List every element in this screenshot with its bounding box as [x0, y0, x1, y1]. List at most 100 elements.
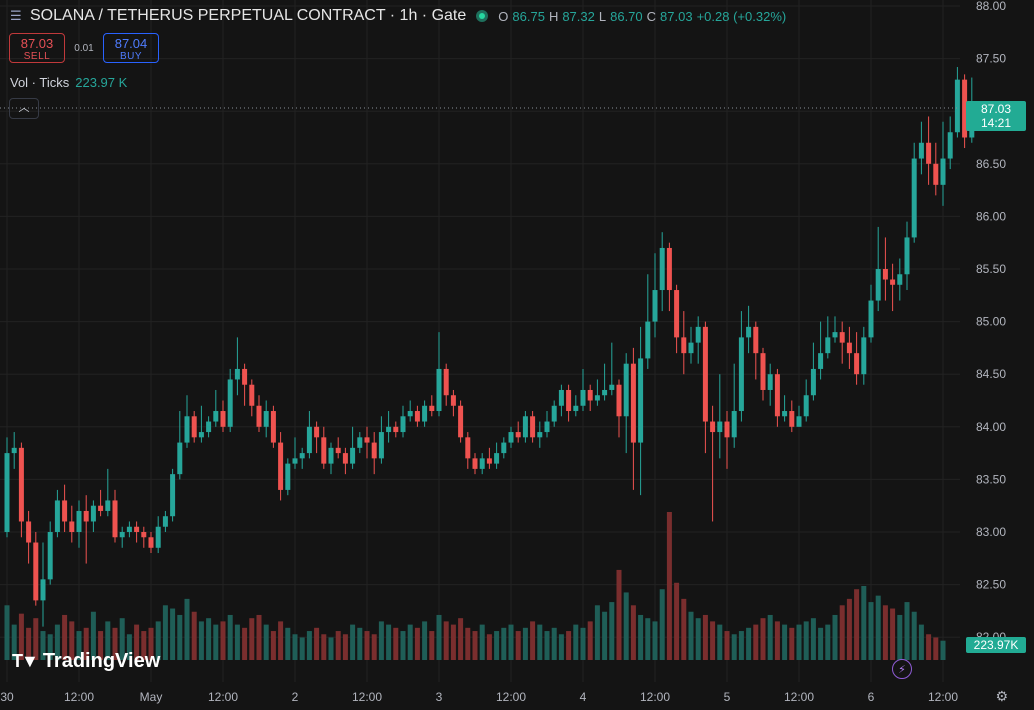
candle	[314, 421, 320, 454]
open-label: O	[498, 8, 509, 24]
volume-bar	[882, 605, 888, 660]
volume-bar	[162, 605, 168, 660]
volume-bar	[270, 631, 276, 660]
volume-bar	[4, 605, 10, 660]
volume-bar	[422, 621, 428, 660]
tradingview-logo[interactable]: T▼ TradingView	[12, 650, 160, 673]
volume-bar	[890, 608, 896, 660]
buy-button[interactable]: 87.04 BUY	[103, 33, 159, 63]
candle	[357, 432, 363, 454]
volume-bar	[472, 631, 478, 660]
volume-bar	[479, 624, 485, 660]
volume-bar	[458, 618, 464, 660]
candle	[306, 411, 312, 459]
volume-bar	[47, 634, 53, 660]
price-tick-label: 86.50	[976, 157, 1006, 171]
volume-bar	[580, 627, 586, 660]
volume-bar	[191, 611, 197, 660]
volume-bar	[407, 624, 413, 660]
candle	[177, 411, 183, 480]
candle	[566, 384, 572, 422]
candle	[954, 67, 960, 138]
candle	[112, 489, 118, 543]
candles	[4, 67, 975, 627]
high-label: H	[548, 8, 559, 24]
spread-value: 0.01	[74, 42, 94, 54]
volume-bar	[594, 605, 600, 660]
candle	[386, 411, 392, 443]
time-axis[interactable]: 30 12:00 May 12:00 2 12:00 3 12:00 4 12:00 5 12:00 6…	[0, 690, 958, 704]
volume-bar	[177, 614, 183, 660]
candle	[717, 374, 723, 459]
candle	[249, 379, 255, 417]
collapse-legend-button[interactable]: ︿	[9, 98, 39, 119]
volume-bar	[717, 624, 723, 660]
candle	[414, 405, 420, 427]
candle	[616, 379, 622, 438]
sell-button[interactable]: 87.03 SELL	[9, 33, 65, 63]
chart-header: ☰ SOLANA / TETHERUS PERPETUAL CONTRACT ·…	[10, 7, 786, 25]
candle	[537, 421, 543, 448]
logo-text: TradingView	[42, 650, 161, 672]
candle	[321, 426, 327, 469]
volume-bar	[688, 611, 694, 660]
candle	[926, 116, 932, 185]
candle	[342, 447, 348, 475]
volume-bar	[371, 634, 377, 660]
candle	[450, 389, 456, 417]
candle	[681, 311, 687, 375]
candle	[774, 368, 780, 427]
candle	[407, 400, 413, 422]
price-tick-label: 84.50	[976, 367, 1006, 381]
volume-bar	[875, 595, 881, 660]
volume-legend[interactable]: Vol · Ticks 223.97 K	[10, 75, 127, 90]
candle	[702, 321, 708, 454]
volume-bar	[566, 631, 572, 660]
symbol-menu-icon[interactable]: ☰	[10, 8, 22, 23]
candle	[551, 400, 557, 427]
candle	[645, 274, 651, 369]
volume-bar	[105, 621, 111, 660]
volume-bar	[832, 614, 838, 660]
candle	[4, 437, 10, 538]
candle	[796, 405, 802, 427]
volume-bar	[126, 634, 132, 660]
candle	[198, 405, 204, 443]
volume-bars	[4, 512, 946, 660]
volume-bar	[652, 621, 658, 660]
candle	[659, 232, 665, 312]
change-value: +0.28 (+0.32%)	[696, 8, 787, 24]
candle	[443, 363, 449, 406]
symbol-title[interactable]: SOLANA / TETHERUS PERPETUAL CONTRACT · 1…	[30, 7, 467, 24]
sell-label: SELL	[23, 51, 51, 62]
candle	[155, 516, 161, 554]
candle	[710, 405, 716, 522]
volume-bar	[242, 627, 248, 660]
time-tick-label: 3	[436, 690, 443, 704]
volume-bar	[638, 614, 644, 660]
lightning-icon[interactable]: ⚡	[892, 659, 912, 679]
candle	[242, 363, 248, 406]
volume-bar	[659, 589, 665, 660]
candle	[350, 426, 356, 469]
candle	[393, 421, 399, 438]
candle	[818, 321, 824, 380]
market-status-icon[interactable]	[476, 10, 489, 22]
volume-bar	[278, 621, 284, 660]
candle	[494, 442, 500, 469]
price-tick-label: 88.00	[976, 0, 1006, 13]
volume-bar	[645, 618, 651, 660]
candle	[33, 532, 39, 606]
volume-bar	[868, 602, 874, 660]
candle	[62, 484, 68, 532]
volume-bar	[220, 621, 226, 660]
candle	[479, 453, 485, 475]
time-tick-label: 12:00	[64, 690, 94, 704]
volume-bar	[702, 614, 708, 660]
volume-bar	[544, 631, 550, 660]
gear-icon[interactable]: ⚙	[995, 688, 1008, 704]
volume-bar	[386, 624, 392, 660]
price-axis[interactable]: 88.0087.5087.0086.5086.0085.5085.0084.50…	[976, 0, 1006, 644]
time-tick-label: 12:00	[496, 690, 526, 704]
